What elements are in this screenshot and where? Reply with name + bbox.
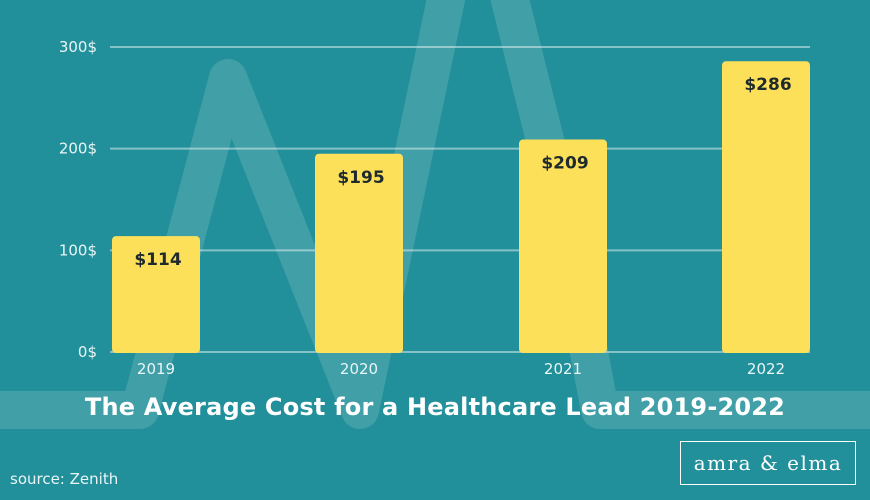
x-tick-label: 2021 (544, 360, 582, 378)
chart-title: The Average Cost for a Healthcare Lead 2… (84, 393, 786, 421)
x-tick-label: 2020 (340, 360, 378, 378)
gridlines (110, 46, 810, 353)
bar-2021 (519, 139, 607, 353)
bars (112, 61, 810, 353)
brand-logo: amra & elma (680, 441, 856, 485)
y-tick-label: 100$ (59, 241, 97, 259)
y-axis-ticks: 0$ 100$ 200$ 300$ (59, 38, 97, 361)
x-tick-label: 2022 (747, 360, 785, 378)
data-labels: $114 $195 $209 $286 (134, 75, 791, 270)
data-label: $286 (744, 75, 791, 95)
data-label: $209 (541, 154, 588, 174)
y-tick-label: 300$ (59, 38, 97, 56)
bar-2019 (112, 236, 200, 353)
data-label: $114 (134, 250, 181, 270)
brand-logo-text: amra & elma (693, 451, 843, 475)
bar-2020 (315, 153, 403, 353)
source-note: source: Zenith (10, 470, 119, 488)
y-tick-label: 200$ (59, 140, 97, 158)
x-axis-ticks: 2019 2020 2021 2022 (137, 360, 785, 378)
bar-2022 (722, 61, 810, 353)
data-label: $195 (337, 168, 384, 188)
y-tick-label: 0$ (78, 343, 97, 361)
x-tick-label: 2019 (137, 360, 175, 378)
